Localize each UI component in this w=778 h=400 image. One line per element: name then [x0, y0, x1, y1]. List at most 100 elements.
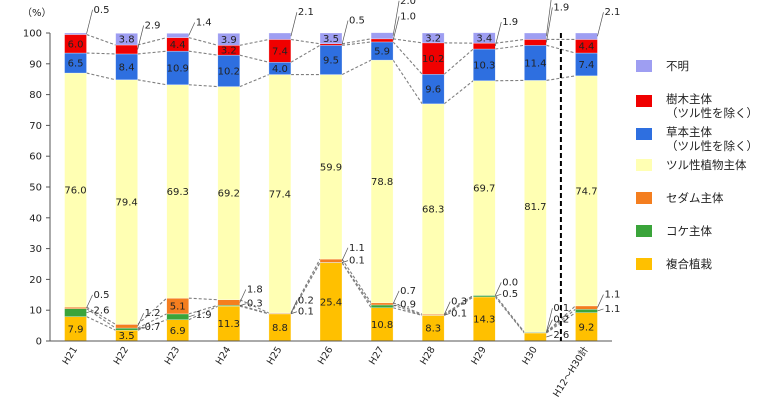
legend-label: 複合植栽	[666, 257, 712, 271]
series-connector-line	[341, 59, 372, 76]
data-label-leader	[392, 16, 400, 41]
x-tick-label: H23	[163, 345, 183, 367]
series-connector-line	[495, 38, 525, 44]
data-label: 2.6	[94, 306, 110, 317]
series-connector-line	[341, 262, 372, 309]
data-label-leader	[341, 247, 349, 261]
data-label: 74.7	[575, 186, 597, 197]
series-connector-line	[137, 37, 167, 46]
data-label: 0.5	[94, 290, 110, 301]
data-label: 59.9	[320, 162, 342, 173]
x-tick-label: H21	[61, 345, 81, 367]
data-label: 6.5	[68, 59, 84, 70]
y-tick-label: 30	[29, 244, 42, 255]
series-connector-line	[137, 50, 167, 55]
bar-segment	[575, 305, 598, 310]
series-connector-line	[290, 258, 321, 314]
data-label: 0.7	[400, 286, 416, 297]
data-label: 1.0	[400, 11, 416, 22]
data-label-leader	[341, 260, 349, 263]
bar-segment	[370, 302, 394, 306]
series-connector-line	[239, 299, 270, 314]
data-label-leader	[546, 7, 553, 43]
legend-label: 草本主体	[666, 125, 712, 139]
x-tick-label: H22	[112, 345, 132, 367]
series-connector-line	[86, 316, 116, 331]
data-label-leader	[137, 326, 144, 330]
data-label: 1.1	[349, 243, 365, 254]
y-tick-label: 20	[29, 275, 42, 286]
data-label-leader	[546, 334, 553, 338]
data-label-leader	[597, 308, 604, 312]
data-label-leader	[188, 314, 195, 318]
data-label: 69.2	[218, 189, 240, 200]
series-connector-line	[239, 38, 270, 46]
data-label: 0.0	[502, 277, 518, 288]
series-connector-line	[290, 44, 321, 63]
data-label-leader	[494, 22, 502, 47]
data-label: 10.2	[422, 54, 444, 65]
y-axis-unit-label: （%）	[22, 7, 52, 19]
data-label: 3.8	[119, 35, 135, 46]
series-connector-line	[137, 297, 168, 325]
x-tick-label: H12〜H30計	[550, 344, 591, 400]
series-connector-line	[393, 38, 423, 44]
data-label: 0.7	[145, 322, 161, 333]
series-connector-line	[392, 59, 423, 105]
data-label: 0.3	[451, 297, 467, 308]
data-label: 9.6	[425, 85, 441, 96]
data-label: 1.9	[502, 17, 518, 28]
series-connector-line	[86, 34, 116, 46]
data-label-leader	[290, 300, 298, 314]
series-connector-line	[341, 38, 372, 45]
y-tick-label: 60	[29, 152, 42, 163]
data-label: 3.2	[221, 46, 237, 57]
data-label: 4.4	[170, 40, 186, 51]
data-label: 0.5	[502, 289, 518, 300]
data-label: 9.2	[579, 322, 595, 333]
x-tick-label: H24	[214, 345, 234, 367]
y-tick-label: 50	[29, 183, 42, 194]
data-label-leader	[137, 313, 144, 327]
data-label: 10.8	[371, 320, 393, 331]
data-label: 3.2	[425, 33, 441, 44]
legend-label: 不明	[666, 59, 689, 73]
series-connector-line	[188, 297, 218, 301]
series-connector-line	[188, 305, 219, 321]
legend-label: ツル性植物主体	[666, 158, 747, 172]
bar-segment	[115, 33, 138, 46]
data-label-leader	[546, 0, 552, 37]
series-connector-line	[341, 258, 372, 304]
series-connector-line	[137, 79, 167, 86]
legend-swatch	[636, 192, 652, 204]
data-label: 6.9	[170, 326, 186, 337]
data-label: 0.1	[451, 308, 467, 319]
data-label: 0.5	[349, 16, 365, 27]
bar-segment	[166, 313, 189, 320]
data-label-leader	[239, 303, 246, 307]
y-tick-label: 90	[29, 59, 42, 70]
data-label: 2.1	[298, 7, 314, 18]
x-tick-label: H27	[367, 345, 387, 367]
series-connector-line	[341, 41, 372, 46]
series-connector-line	[86, 72, 116, 81]
series-connector-line	[443, 48, 474, 75]
data-label: 1.4	[196, 17, 212, 28]
data-label-leader	[443, 301, 451, 315]
bar-segment	[64, 308, 87, 317]
y-tick-label: 80	[29, 90, 42, 101]
y-tick-label: 100	[23, 29, 42, 40]
data-label-leader	[597, 12, 604, 37]
data-label: 0.3	[247, 299, 263, 310]
data-label: 2.0	[400, 0, 416, 7]
data-label: 1.9	[196, 310, 212, 321]
data-label: 10.2	[218, 66, 240, 77]
data-label: 2.6	[553, 330, 569, 341]
data-label-leader	[546, 308, 553, 333]
data-label: 14.3	[473, 314, 495, 325]
bar-segment	[575, 32, 598, 40]
data-label: 0.1	[349, 256, 365, 267]
series-connector-line	[443, 80, 474, 105]
data-label: 0.9	[400, 299, 416, 310]
